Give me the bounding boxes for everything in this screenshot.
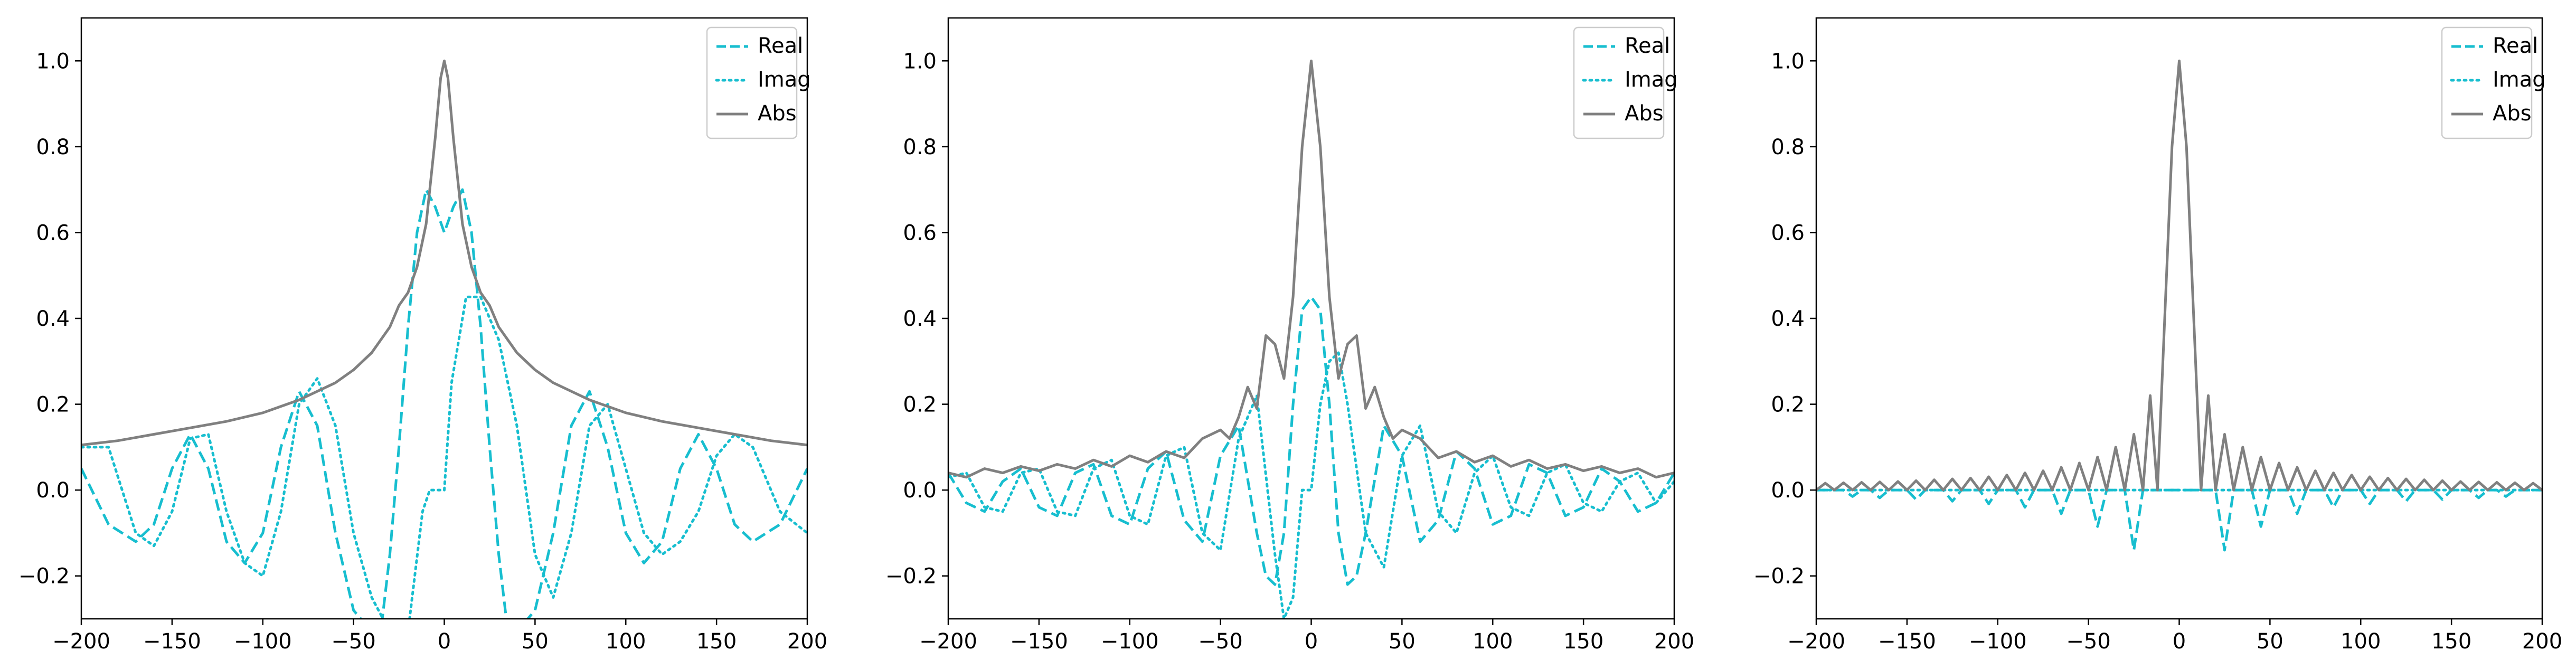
- panel-middle: −200 −150 −100 −50 0 50 100 150 200 −0.2 0.0 0.2 0.4…: [885, 17, 1694, 654]
- x-tick-label: 200: [1654, 629, 1694, 654]
- series-line-abs: [1816, 59, 2542, 492]
- series-line-abs: [948, 59, 1674, 479]
- x-tick-label: 150: [696, 629, 737, 654]
- x-tick-label: 200: [787, 629, 827, 654]
- x-tick-label: 100: [606, 629, 646, 654]
- legend-label-abs: Abs: [1625, 101, 1664, 126]
- x-tick-label: 150: [2431, 629, 2471, 654]
- plot-area: [81, 59, 807, 619]
- y-tick-label: 0.0: [1771, 478, 1805, 503]
- legend-label-imag: Imag: [2493, 68, 2546, 92]
- y-tick-label: 0.8: [1771, 135, 1805, 159]
- legend-label-real: Real: [758, 34, 803, 58]
- x-tick-label: −150: [143, 629, 201, 654]
- series-line-imag: [81, 295, 807, 619]
- y-tick-label: 0.4: [903, 307, 937, 331]
- y-tick-label: 0.8: [903, 135, 937, 159]
- x-tick-label: −50: [2066, 629, 2110, 654]
- x-tick-label: 150: [1563, 629, 1603, 654]
- y-tick-label: 0.0: [36, 478, 70, 503]
- y-tick-label: 0.6: [36, 221, 70, 245]
- y-tick-label: 0.6: [1771, 221, 1805, 245]
- y-tick-label: 1.0: [1771, 49, 1805, 73]
- x-tick-label: 0: [1305, 629, 1318, 654]
- legend-label-imag: Imag: [1625, 68, 1678, 92]
- x-tick-label: −150: [1878, 629, 1936, 654]
- y-tick-label: −0.2: [18, 564, 70, 589]
- x-tick-label: −100: [1101, 629, 1159, 654]
- legend-label-real: Real: [2493, 34, 2538, 58]
- x-tick-label: 200: [2522, 629, 2562, 654]
- legend: Real Imag Abs: [1573, 26, 1678, 139]
- legend-label-imag: Imag: [758, 68, 811, 92]
- legend: Real Imag Abs: [706, 26, 811, 139]
- y-tick-label: 0.2: [36, 393, 70, 417]
- series-line-imag: [948, 351, 1674, 619]
- x-tick-label: 100: [1473, 629, 1513, 654]
- y-tick-label: 0.0: [903, 478, 937, 503]
- y-tick-label: 0.2: [903, 393, 937, 417]
- x-tick-label: 50: [522, 629, 549, 654]
- x-tick-label: 50: [1389, 629, 1416, 654]
- plot-area: [1816, 59, 2542, 552]
- legend-label-abs: Abs: [2493, 101, 2532, 126]
- x-tick-label: −200: [52, 629, 110, 654]
- x-tick-label: −150: [1010, 629, 1068, 654]
- y-tick-label: 0.4: [1771, 307, 1805, 331]
- legend-label-real: Real: [1625, 34, 1670, 58]
- y-tick-label: 1.0: [903, 49, 937, 73]
- legend-box: [1573, 26, 1665, 139]
- legend-label-abs: Abs: [758, 101, 797, 126]
- plot-area: [948, 59, 1674, 619]
- y-tick-label: 0.2: [1771, 393, 1805, 417]
- series-line-abs: [81, 59, 807, 447]
- x-tick-label: 0: [2173, 629, 2186, 654]
- x-tick-label: −100: [1969, 629, 2027, 654]
- x-tick-label: −50: [1198, 629, 1242, 654]
- legend-box: [2441, 26, 2533, 139]
- x-tick-label: 50: [2257, 629, 2284, 654]
- x-tick-label: 0: [438, 629, 451, 654]
- y-tick-label: 0.8: [36, 135, 70, 159]
- panel-right: −200 −150 −100 −50 0 50 100 150 200 −0.2 0.0 0.2 0.4…: [1753, 17, 2562, 654]
- y-tick-label: 1.0: [36, 49, 70, 73]
- x-tick-label: −200: [919, 629, 977, 654]
- series-line-real: [81, 188, 807, 619]
- x-tick-label: −200: [1787, 629, 1845, 654]
- y-tick-label: −0.2: [1753, 564, 1805, 589]
- panel-left: −200 −150 −100 −50 0 50 100 150 200 −0.2 0.0 0.2 0.4…: [18, 17, 827, 654]
- y-tick-label: 0.6: [903, 221, 937, 245]
- x-tick-label: −100: [234, 629, 292, 654]
- y-tick-label: 0.4: [36, 307, 70, 331]
- y-tick-label: −0.2: [885, 564, 937, 589]
- legend-box: [706, 26, 798, 139]
- x-tick-label: −50: [331, 629, 375, 654]
- x-tick-label: 100: [2341, 629, 2381, 654]
- legend: Real Imag Abs: [2441, 26, 2546, 139]
